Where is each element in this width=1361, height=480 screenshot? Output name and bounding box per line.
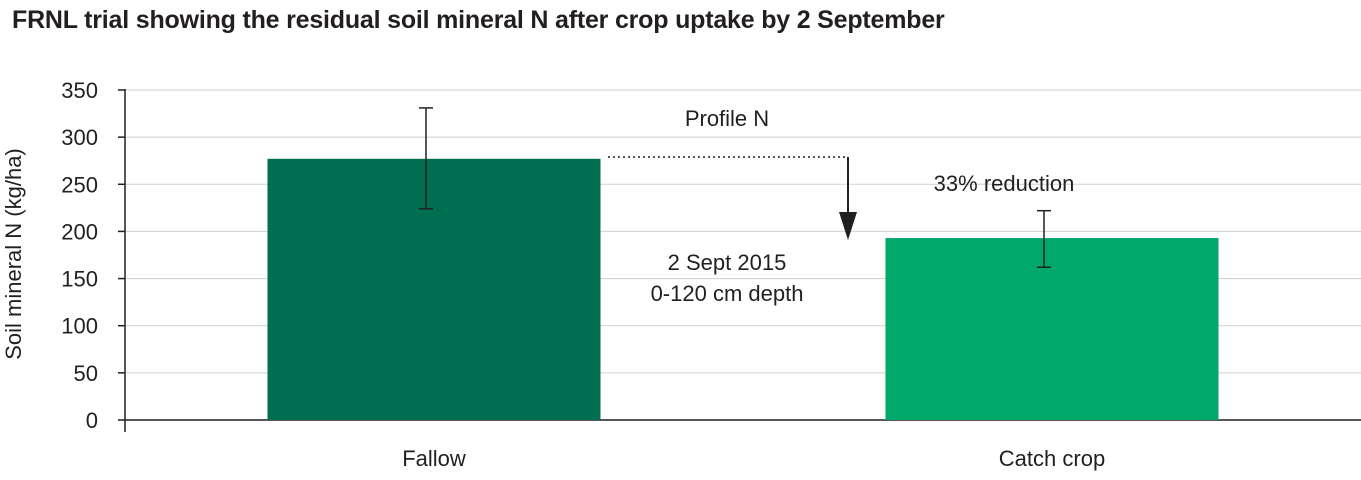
y-tick-label: 200 (61, 219, 98, 244)
x-tick-label: Catch crop (999, 446, 1105, 471)
bar-catch-crop (885, 238, 1219, 420)
y-tick-label: 50 (74, 361, 98, 386)
y-axis-title: Soil mineral N (kg/ha) (1, 148, 26, 360)
y-tick-labels: 0 50 100 150 200 250 300 350 (61, 78, 125, 433)
y-tick-label: 100 (61, 314, 98, 339)
y-tick-label: 150 (61, 267, 98, 292)
error-bars (419, 107, 1051, 269)
y-tick-label: 250 (61, 172, 98, 197)
profile-n-label: Profile N (685, 106, 769, 131)
reduction-label: 33% reduction (934, 171, 1075, 196)
depth-label: 0-120 cm depth (651, 281, 804, 306)
x-tick-labels: Fallow Catch crop (402, 446, 1105, 471)
bars (267, 158, 1219, 421)
y-tick-label: 300 (61, 125, 98, 150)
chart-title: FRNL trial showing the residual soil min… (12, 6, 945, 34)
y-tick-label: 0 (86, 408, 98, 433)
reduction-arrow-head (839, 212, 857, 240)
y-tick-label: 350 (61, 78, 98, 103)
bar-fallow (267, 158, 601, 421)
date-label: 2 Sept 2015 (668, 250, 787, 275)
x-tick-label: Fallow (402, 446, 466, 471)
